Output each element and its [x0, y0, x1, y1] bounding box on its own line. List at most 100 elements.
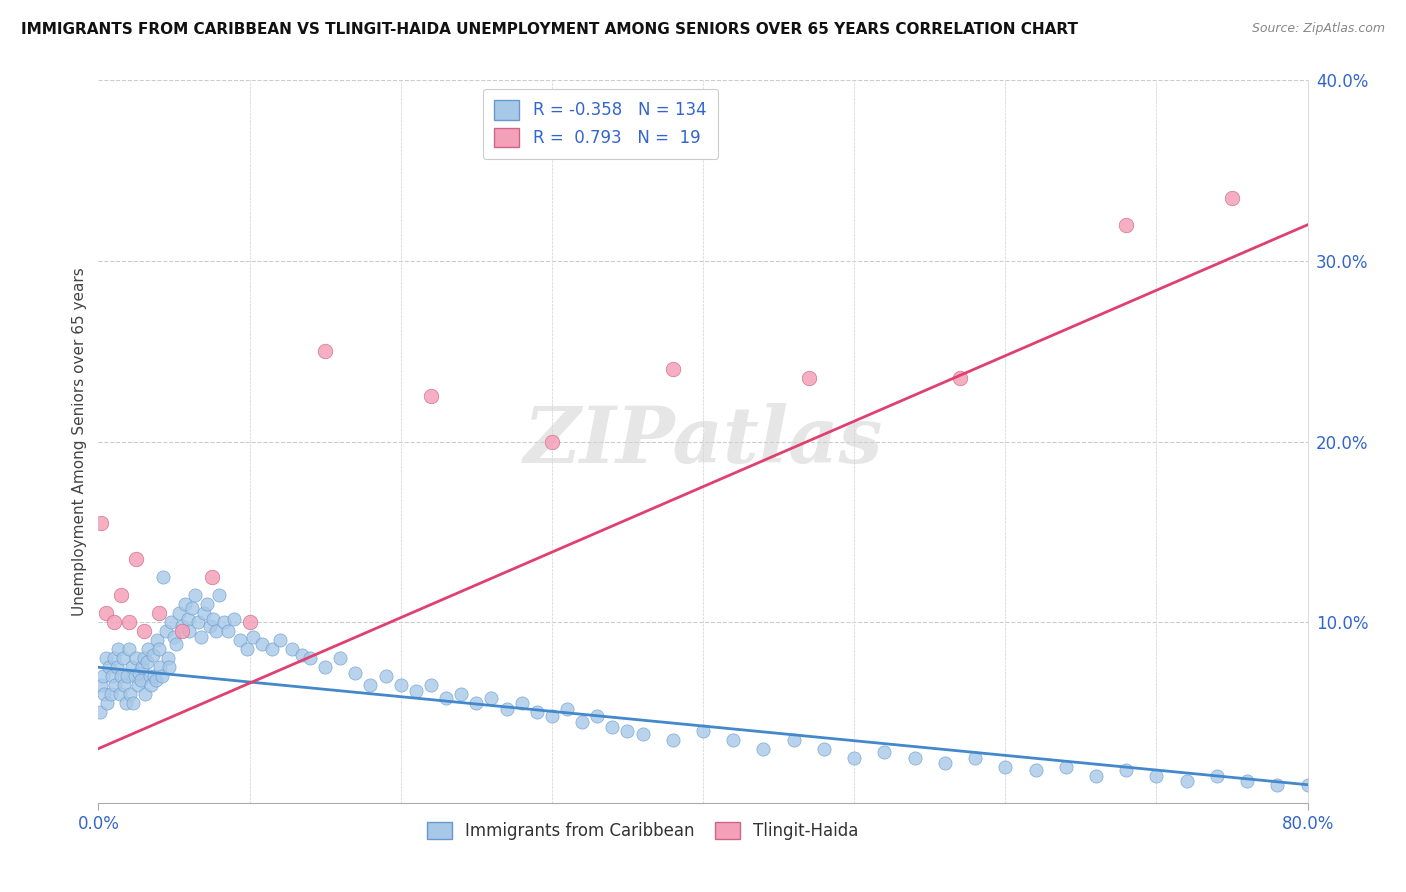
Legend: Immigrants from Caribbean, Tlingit-Haida: Immigrants from Caribbean, Tlingit-Haida	[419, 814, 866, 848]
Point	[124, 669, 146, 683]
Point	[98, 660, 121, 674]
Point	[202, 611, 225, 625]
Point	[141, 678, 163, 692]
Point	[148, 642, 170, 657]
Point	[692, 723, 714, 738]
Point	[150, 669, 173, 683]
Point	[540, 434, 562, 449]
Point	[374, 669, 396, 683]
Point	[405, 683, 427, 698]
Point	[114, 697, 136, 711]
Point	[132, 651, 155, 665]
Point	[94, 606, 117, 620]
Point	[1296, 778, 1319, 792]
Point	[465, 697, 488, 711]
Point	[107, 642, 129, 657]
Point	[90, 516, 112, 530]
Point	[235, 642, 257, 657]
Point	[100, 687, 122, 701]
Point	[170, 624, 193, 639]
Point	[149, 660, 172, 674]
Point	[602, 720, 624, 734]
Point	[105, 660, 128, 674]
Point	[723, 732, 745, 747]
Text: Source: ZipAtlas.com: Source: ZipAtlas.com	[1251, 22, 1385, 36]
Point	[269, 633, 291, 648]
Point	[450, 687, 472, 701]
Point	[146, 633, 169, 648]
Point	[148, 606, 170, 620]
Point	[112, 678, 135, 692]
Point	[420, 389, 443, 403]
Point	[420, 678, 443, 692]
Point	[949, 371, 972, 385]
Point	[187, 615, 209, 630]
Point	[159, 660, 181, 674]
Point	[136, 642, 159, 657]
Point	[176, 611, 198, 625]
Point	[495, 702, 517, 716]
Point	[844, 750, 866, 764]
Point	[1236, 774, 1258, 789]
Point	[167, 606, 190, 620]
Point	[190, 630, 212, 644]
Point	[360, 678, 382, 692]
Point	[108, 687, 131, 701]
Point	[142, 648, 165, 662]
Point	[155, 624, 177, 639]
Point	[208, 588, 231, 602]
Point	[125, 651, 148, 665]
Point	[797, 371, 820, 385]
Point	[631, 727, 654, 741]
Point	[128, 665, 150, 680]
Point	[165, 637, 187, 651]
Point	[200, 619, 222, 633]
Point	[132, 624, 155, 639]
Point	[110, 588, 132, 602]
Point	[291, 648, 314, 662]
Point	[104, 678, 127, 692]
Point	[91, 669, 114, 683]
Point	[179, 624, 201, 639]
Point	[103, 651, 125, 665]
Point	[229, 633, 252, 648]
Point	[250, 637, 273, 651]
Point	[510, 697, 533, 711]
Point	[118, 642, 141, 657]
Point	[94, 651, 117, 665]
Point	[526, 706, 548, 720]
Point	[1267, 778, 1289, 792]
Point	[616, 723, 638, 738]
Point	[281, 642, 304, 657]
Point	[1085, 769, 1108, 783]
Point	[89, 706, 111, 720]
Point	[1175, 774, 1198, 789]
Point	[994, 760, 1017, 774]
Point	[135, 655, 157, 669]
Point	[111, 651, 134, 665]
Point	[661, 732, 683, 747]
Point	[173, 597, 195, 611]
Point	[314, 344, 336, 359]
Point	[201, 570, 224, 584]
Point	[239, 615, 262, 630]
Point	[299, 651, 322, 665]
Text: IMMIGRANTS FROM CARIBBEAN VS TLINGIT-HAIDA UNEMPLOYMENT AMONG SENIORS OVER 65 YE: IMMIGRANTS FROM CARIBBEAN VS TLINGIT-HAI…	[21, 22, 1078, 37]
Point	[1115, 218, 1137, 232]
Point	[163, 630, 186, 644]
Point	[217, 624, 239, 639]
Point	[783, 732, 806, 747]
Point	[184, 588, 207, 602]
Point	[125, 552, 148, 566]
Point	[481, 691, 503, 706]
Point	[965, 750, 987, 764]
Point	[145, 673, 167, 687]
Point	[1054, 760, 1077, 774]
Point	[143, 669, 166, 683]
Point	[1115, 764, 1137, 778]
Y-axis label: Unemployment Among Seniors over 65 years: Unemployment Among Seniors over 65 years	[72, 268, 87, 615]
Point	[127, 678, 149, 692]
Point	[344, 665, 367, 680]
Point	[1146, 769, 1168, 783]
Point	[571, 714, 593, 729]
